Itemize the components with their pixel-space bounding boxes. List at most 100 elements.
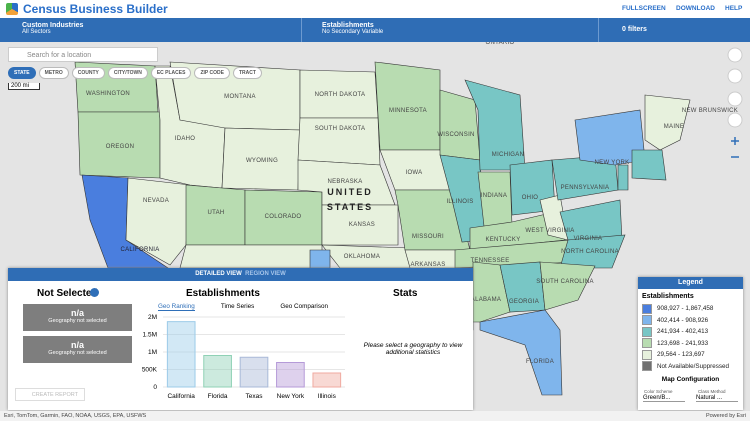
note: Geography not selected [48,318,107,324]
tab[interactable]: DETAILED VIEW [195,271,242,277]
class-method-select[interactable]: Natural ... [696,395,738,402]
legend-label: 241,934 - 402,413 [657,328,709,336]
chart-tab[interactable]: Geo Comparison [280,303,328,310]
panel-tabs: DETAILED VIEW REGION VIEW [8,268,473,281]
geo-button[interactable]: TRACT [232,67,262,79]
state [472,261,511,323]
map-label: IOWA [406,170,423,176]
x-tick-label: New York [277,393,305,400]
legend-row: 402,414 - 908,926 [642,315,743,327]
geo-button[interactable]: EC PLACES [150,67,192,79]
legend-swatch [642,315,652,326]
map-label: NEW BRUNSWICK [682,108,738,114]
map-label: NORTH CAROLINA [561,249,619,255]
state [539,261,596,311]
state [464,79,526,171]
label: Color Scheme [644,389,673,394]
map-label: SOUTH DAKOTA [315,126,366,132]
map-label: MINNESOTA [389,108,427,114]
industry-selector[interactable]: Custom Industries All Sectors [22,22,83,35]
search-box[interactable]: Search for a location [8,47,158,62]
legend-label: 402,414 - 908,926 [657,316,709,324]
app-title: Census Business Builder [23,2,168,16]
settings-button[interactable] [727,112,743,128]
bar [166,321,196,388]
geo-button[interactable]: CITY/TOWN [107,67,148,79]
label: Establishments [322,22,374,29]
legend-row: Not Available/Suppressed [642,361,743,373]
geo-button[interactable]: ZIP CODE [194,67,230,79]
states [74,61,691,396]
x-tick-label: Illinois [318,393,337,400]
bar [276,362,305,388]
layers-button[interactable] [727,68,743,84]
selection-box: n/a Geography not selected [23,304,132,331]
bar [203,355,232,388]
map-label: NEW YORK [595,160,630,166]
filters[interactable]: 0 filters [622,26,647,33]
map-label: KENTUCKY [485,237,520,243]
geo-button[interactable]: STATE [8,67,36,79]
map-label: NEBRASKA [327,179,362,185]
state [479,309,563,396]
value: n/a [70,340,84,350]
map-label: NORTH DAKOTA [315,92,366,98]
geo-levels: STATE METRO COUNTY CITY/TOWN EC PLACES ZIP CO… [8,67,265,79]
bar-chart: 0 500K 1M 1.5M 2M California Florida Texas New Y… [142,314,345,400]
map-controls [727,47,743,158]
map-label: INDIANA [481,193,507,199]
map-label: OHIO [522,195,539,201]
legend-row: 241,934 - 402,413 [642,326,743,338]
variable-selector[interactable]: Establishments No Secondary Variable [322,22,383,35]
map-label: GEORGIA [509,299,539,305]
scale-bar: 200 mi [8,83,41,90]
color-scheme-select[interactable]: Green/B... [643,395,685,402]
legend-label: 29,564 - 123,697 [657,351,705,359]
tab[interactable]: REGION VIEW [245,271,286,277]
legend-label: Not Available/Suppressed [657,362,729,370]
powered-by: Powered by Esri [705,413,746,419]
legend-row: 908,927 - 1,867,458 [642,303,743,315]
map-label: ALABAMA [471,297,501,303]
legend-variable: Establishments [642,293,694,300]
map-label: WASHINGTON [86,91,130,97]
basemap-button[interactable] [727,91,743,107]
home-button[interactable] [727,47,743,63]
legend-label: 908,927 - 1,867,458 [657,305,714,313]
toolbar: Custom Industries All Sectors Establishme… [0,18,750,42]
chart-tab[interactable]: Time Series [220,303,255,310]
stats-message: Please select a geography to view additi… [363,342,463,356]
map-labels: WASHINGTON OREGON CALIFORNIA NEVADA IDAH… [86,40,738,365]
config-title: Map Configuration [661,376,720,383]
value: n/a [70,308,84,318]
logo [6,3,18,15]
help-icon[interactable] [90,288,99,297]
x-tick-label: Florida [208,393,228,400]
footer: Esri, TomTom, Garmin, FAO, NOAA, USGS, E… [0,411,750,421]
download-button[interactable]: DOWNLOAD [676,5,715,12]
divider [598,18,599,42]
fullscreen-button[interactable]: FULLSCREEN [622,5,666,12]
legend-swatch [642,338,652,349]
map-label: UTAH [207,210,224,216]
help-button[interactable]: HELP [725,5,743,12]
legend-panel: Legend Establishments 908,927 - 1,867,45… [638,277,743,410]
value: All Sectors [22,29,51,35]
legend-row: 29,564 - 123,697 [642,349,743,361]
map-label: KANSAS [349,222,375,228]
create-report-button[interactable]: CREATE REPORT [15,388,85,401]
map-label: TENNESSEE [470,258,509,264]
legend-title: Legend [638,277,743,289]
detail-panel: DETAILED VIEW REGION VIEW Not Selected n… [8,268,473,410]
map-label: WISCONSIN [437,132,474,138]
map-label: PENNSYLVANIA [561,185,610,191]
map-label: WEST VIRGINIA [525,228,574,234]
map-label: SOUTH CAROLINA [536,279,594,285]
geo-button[interactable]: COUNTY [71,67,105,79]
chart-tab[interactable]: Geo Ranking [158,303,195,311]
geo-button[interactable]: METRO [38,67,69,79]
map-label: MISSOURI [412,234,444,240]
label: Custom Industries [22,22,84,29]
bar [239,356,269,388]
legend-swatch [642,361,652,372]
